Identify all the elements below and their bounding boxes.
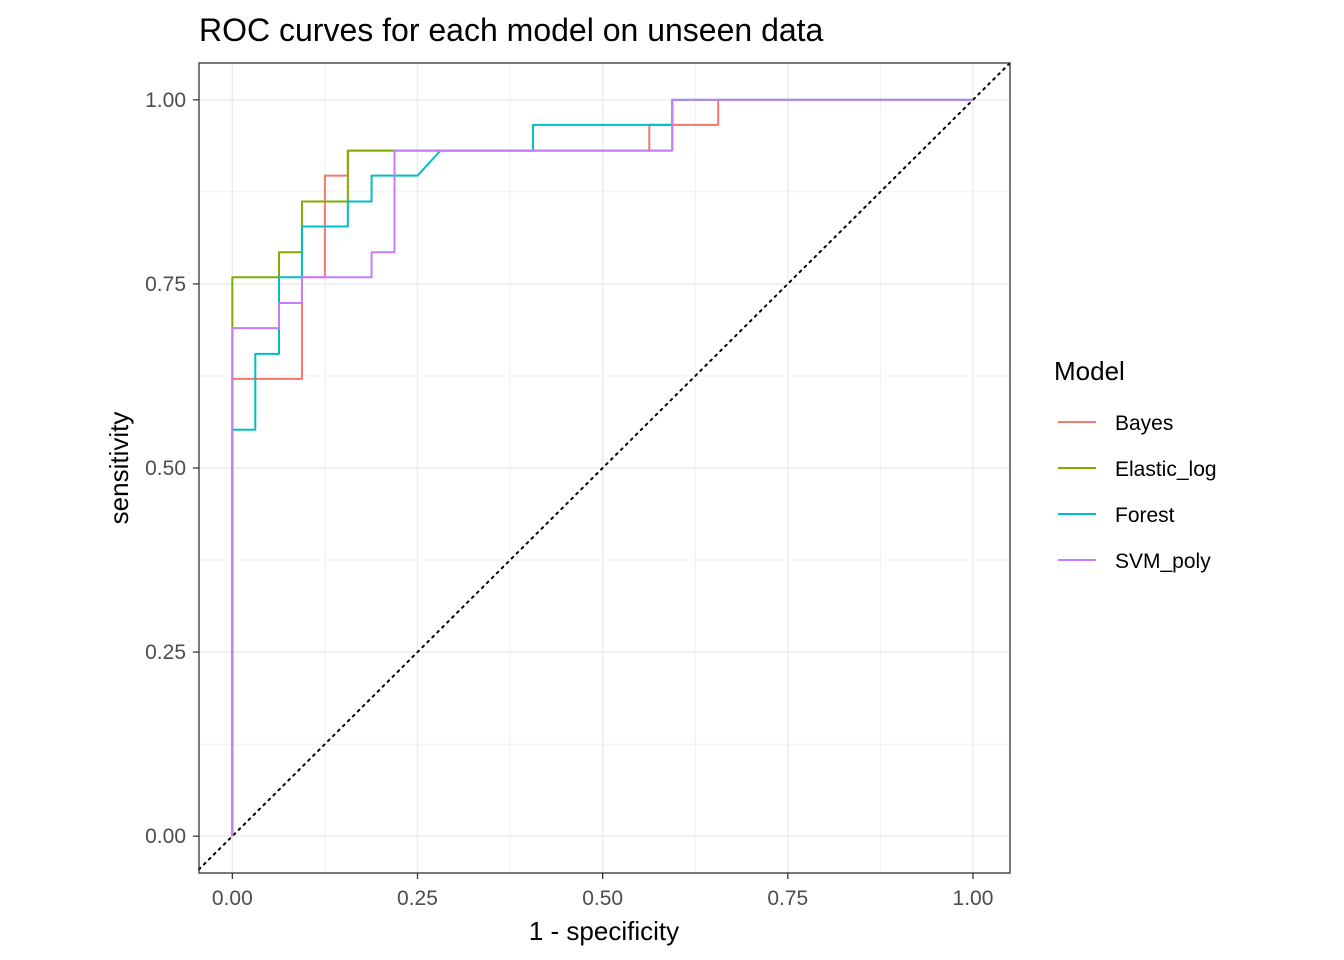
- chart-title: ROC curves for each model on unseen data: [199, 12, 824, 48]
- x-axis-title: 1 - specificity: [529, 916, 679, 946]
- plot-panel: [198, 62, 1011, 874]
- legend-label-svm-poly: SVM_poly: [1115, 550, 1211, 573]
- legend: Model Bayes Elastic_log Forest SVM_poly: [1054, 356, 1217, 573]
- y-tick-label: 0.25: [145, 641, 186, 664]
- x-tick-label: 0.75: [767, 887, 808, 910]
- x-axis: 0.00 0.25 0.50 0.75 1.00: [212, 873, 994, 910]
- series-layer: [231, 98, 973, 837]
- y-tick-label: 0.00: [145, 825, 186, 848]
- x-tick-label: 0.50: [582, 887, 623, 910]
- y-axis: 0.00 0.25 0.50 0.75 1.00: [145, 89, 199, 848]
- y-axis-title: sensitivity: [104, 412, 134, 525]
- legend-label-elastic-log: Elastic_log: [1115, 458, 1217, 481]
- series-line-forest: [231, 98, 973, 837]
- series-line-svm-poly: [231, 98, 973, 837]
- legend-title: Model: [1054, 356, 1125, 386]
- x-tick-label: 0.00: [212, 887, 253, 910]
- legend-items: Bayes Elastic_log Forest SVM_poly: [1058, 412, 1217, 573]
- legend-label-forest: Forest: [1115, 504, 1175, 527]
- legend-label-bayes: Bayes: [1115, 412, 1173, 435]
- y-tick-label: 0.75: [145, 273, 186, 296]
- y-tick-label: 1.00: [145, 89, 186, 112]
- x-tick-label: 1.00: [953, 887, 994, 910]
- reference-diagonal: [198, 62, 1011, 871]
- x-tick-label: 0.25: [397, 887, 438, 910]
- y-tick-label: 0.50: [145, 457, 186, 480]
